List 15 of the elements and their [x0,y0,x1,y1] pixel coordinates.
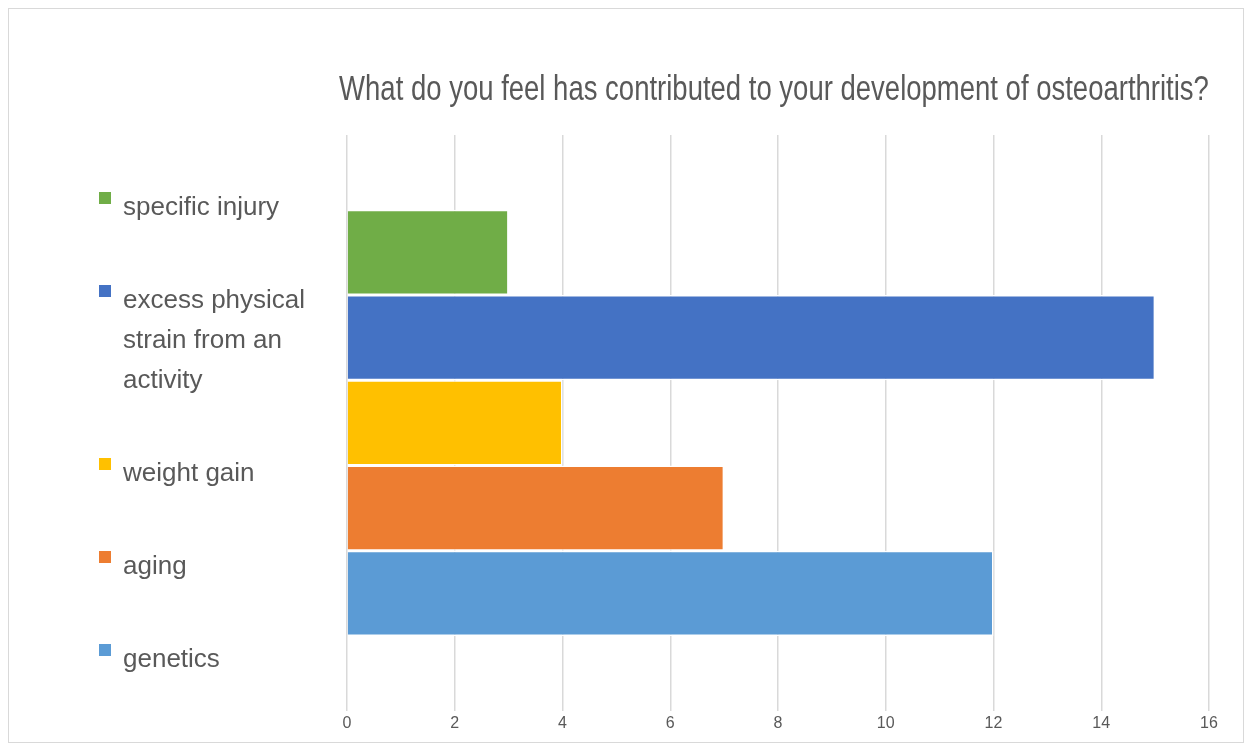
legend-label: weight gain [123,455,256,489]
chart-title: What do you feel has contributed to your development of osteoarthritis? [339,68,1209,108]
legend-label: aging [123,548,188,582]
x-tick-label: 0 [342,713,352,731]
legend-label: specific injury [123,189,281,223]
x-tick-label: 14 [1092,713,1111,731]
x-tick-label: 6 [665,713,675,731]
x-tick-label: 16 [1200,713,1218,731]
x-tick-label: 12 [984,713,1003,731]
x-tick-label: 4 [558,713,568,731]
x-tick-label: 10 [876,713,895,731]
x-tick-label: 2 [450,713,460,731]
legend-label: excess physical strain from an activity [123,282,307,396]
legend-label: genetics [123,641,221,675]
x-tick-label: 8 [773,713,783,731]
